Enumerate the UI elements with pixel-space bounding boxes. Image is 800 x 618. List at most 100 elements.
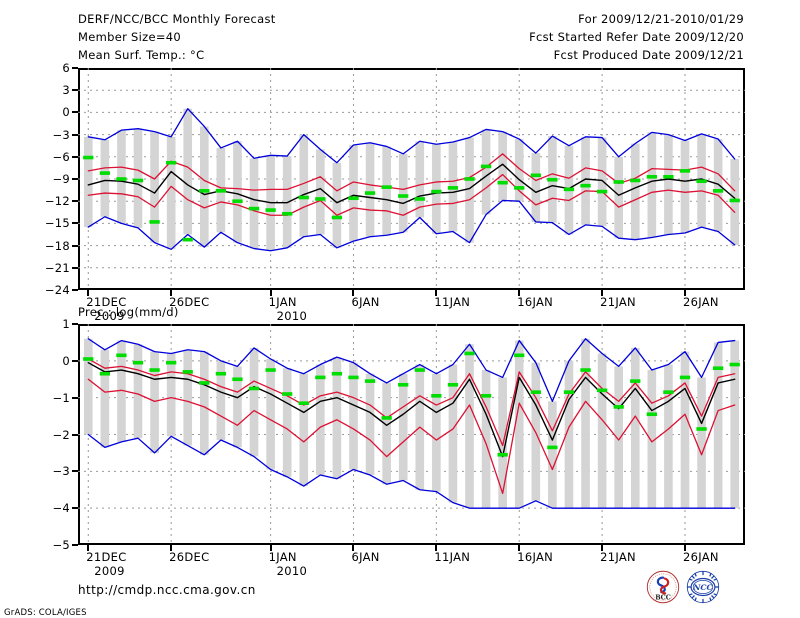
observation-dash [580, 183, 591, 188]
observation-dash [563, 390, 575, 394]
website-url[interactable]: http://cmdp.ncc.cma.gov.cn [78, 583, 256, 597]
ensemble-spread-bar [365, 373, 375, 476]
y-axis-tick-label: −3 [52, 464, 70, 479]
observation-dash [663, 174, 674, 179]
x-axis-tick-mark [352, 290, 355, 296]
observation-dash [265, 368, 276, 372]
observation-dash [630, 178, 641, 183]
svg-text:NCC: NCC [692, 583, 712, 592]
observation-dash [729, 362, 740, 367]
observation-dash [580, 368, 591, 372]
observation-dash [116, 177, 127, 181]
x-axis-tick-mark [601, 545, 604, 551]
y-axis-tick-label: −2 [52, 427, 70, 442]
ensemble-spread-bar [150, 351, 159, 453]
ensemble-spread-bar [564, 360, 574, 509]
observation-dash [199, 381, 210, 385]
observation-dash [248, 206, 260, 211]
svg-text:BCC: BCC [655, 593, 671, 601]
ensemble-spread-bar [730, 340, 740, 509]
y-axis-tick-mark [72, 266, 78, 269]
observation-dash [663, 390, 674, 394]
observation-dash [265, 208, 276, 212]
observation-dash [166, 360, 177, 365]
observation-dash [547, 177, 558, 182]
observation-dash [83, 357, 94, 361]
y-axis-tick-label: 6 [62, 61, 70, 75]
y-axis-tick-mark [72, 89, 78, 92]
y-axis-tick-label: −4 [52, 501, 70, 516]
observation-dash [530, 390, 541, 394]
observation-dash [298, 195, 309, 200]
x-axis-tick-label: 16JAN [517, 550, 554, 564]
ensemble-spread-bar [382, 382, 391, 485]
x-axis-year-label: 2009 [94, 309, 125, 323]
observation-dash [431, 189, 442, 194]
observation-dash [215, 189, 227, 193]
y-axis-tick-label: −3 [52, 127, 70, 142]
grads-credit: GrADS: COLA/IGES [4, 608, 87, 618]
observation-dash [331, 215, 343, 220]
x-axis-tick-mark [601, 290, 604, 296]
ensemble-spread-bar [398, 153, 408, 233]
observation-dash [480, 164, 492, 169]
x-axis-tick-mark [435, 545, 438, 551]
observation-dash [596, 189, 608, 194]
y-axis-tick-label: −9 [52, 172, 70, 186]
bottom-panel-variable-label: Prec.: log(mm/d) [78, 305, 179, 319]
observation-dash [331, 371, 343, 376]
observation-dash [116, 353, 127, 358]
ensemble-spread-bar [415, 141, 425, 218]
ensemble-spread-bar [597, 137, 607, 227]
ensemble-spread-bar [597, 353, 607, 509]
ensemble-spread-bar [581, 136, 590, 225]
observation-dash [381, 416, 392, 420]
top-panel-variable-label: Mean Surf. Temp.: °C [78, 48, 205, 62]
observation-dash [447, 186, 459, 190]
y-axis-tick-label: −24 [44, 283, 70, 297]
observation-dash [514, 186, 525, 190]
ensemble-spread-bar [100, 139, 110, 217]
observation-dash [282, 392, 293, 396]
y-axis-tick-label: −15 [44, 216, 70, 231]
y-axis-tick-label: −6 [52, 149, 70, 164]
ensemble-spread-bar [83, 338, 93, 435]
observation-dash [596, 388, 608, 393]
y-axis-tick-mark [72, 200, 78, 203]
x-axis-tick-label: 6JAN [351, 550, 380, 564]
y-axis-tick-mark [72, 289, 78, 291]
y-axis-tick-label: 0 [62, 353, 70, 368]
x-axis-tick-label: 6JAN [351, 295, 380, 309]
ensemble-spread-bar [216, 360, 226, 441]
y-axis-tick-label: −1 [52, 390, 70, 405]
forecast-range-label: For 2009/12/21-2010/01/29 [578, 12, 744, 26]
ensemble-max-line [87, 338, 736, 402]
x-axis-year-label: 2009 [94, 564, 125, 578]
ensemble-upper-quartile-line [87, 358, 736, 447]
x-axis-tick-mark [269, 545, 272, 551]
x-axis-tick-mark [683, 545, 686, 551]
ensemble-spread-bar [432, 373, 441, 492]
ensemble-spread-bar [233, 366, 242, 448]
y-axis-tick-mark [72, 111, 78, 114]
x-axis-tick-label: 26DEC [169, 550, 210, 564]
x-axis-tick-mark [352, 545, 355, 551]
ensemble-spread-bar [514, 340, 524, 509]
ensemble-spread-bar [647, 370, 657, 509]
y-axis-tick-mark [72, 396, 78, 399]
observation-dash [232, 377, 243, 382]
x-axis-tick-label: 11JAN [434, 295, 471, 309]
x-axis-tick-label: 26DEC [169, 295, 210, 309]
observation-dash [630, 379, 641, 383]
ensemble-spread-bar [680, 351, 690, 509]
observation-dash [132, 178, 144, 183]
observation-dash [315, 375, 326, 380]
ensemble-spread-bar [448, 364, 458, 503]
observation-dash [182, 237, 193, 242]
ensemble-spread-bar [332, 357, 342, 479]
ensemble-spread-bar [316, 149, 325, 235]
ensemble-spread-bar [117, 130, 126, 224]
observation-dash [696, 427, 707, 431]
x-axis-tick-mark [170, 545, 173, 551]
ensemble-spread-bar [233, 141, 242, 243]
